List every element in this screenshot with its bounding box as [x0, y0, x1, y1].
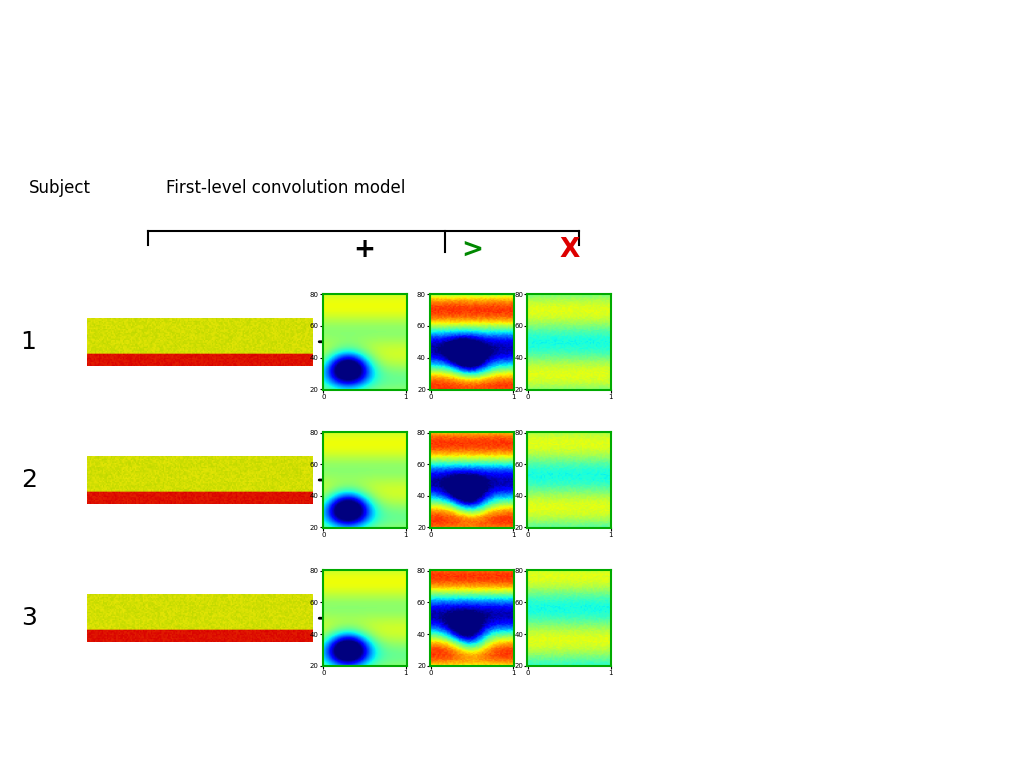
- Text: X: X: [559, 237, 580, 263]
- Text: +: +: [353, 237, 376, 263]
- Text: Subject: Subject: [29, 179, 91, 197]
- Text: 3: 3: [20, 606, 37, 631]
- Text: >: >: [461, 237, 483, 263]
- Text: 2: 2: [20, 468, 37, 492]
- Text: Heirarchical model analysis: Heirarchical model analysis: [56, 60, 707, 105]
- Text: 1: 1: [20, 329, 37, 354]
- Text: First-level convolution model: First-level convolution model: [166, 179, 406, 197]
